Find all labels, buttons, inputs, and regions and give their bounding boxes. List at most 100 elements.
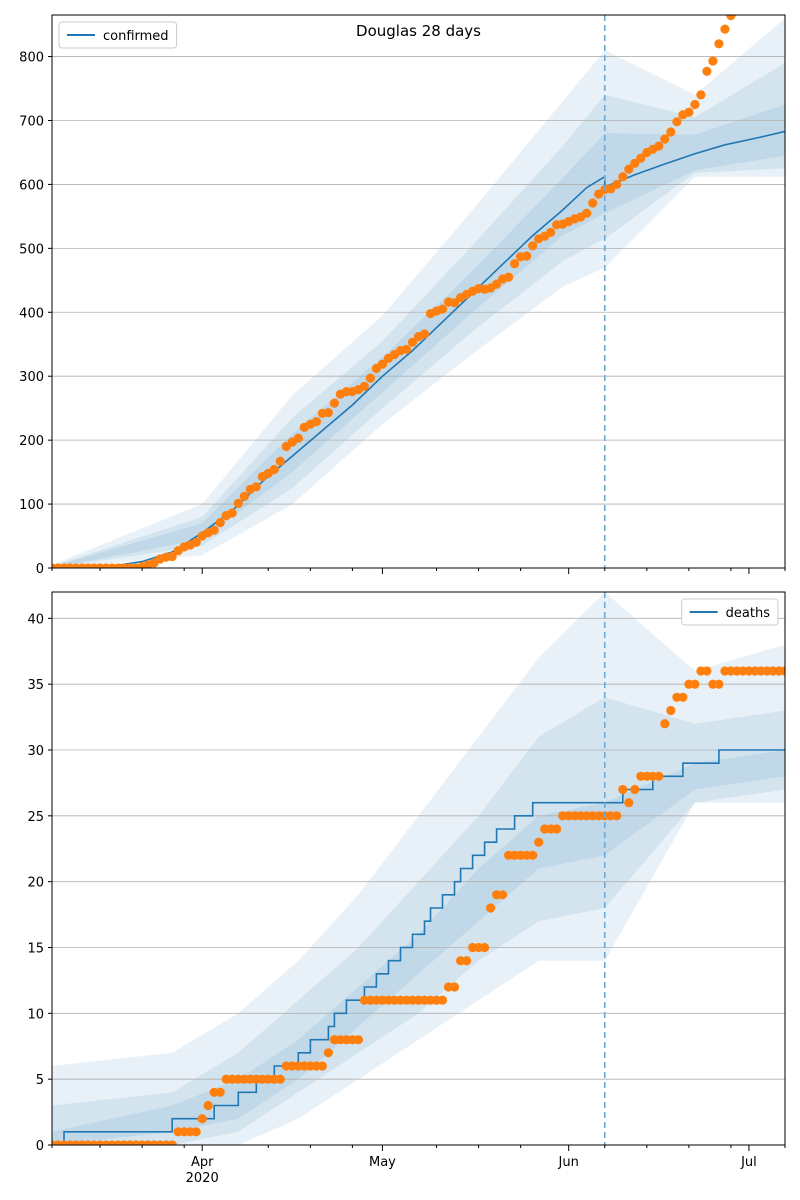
observed-point [660,719,670,729]
observed-point [323,408,333,418]
observed-point [377,359,388,369]
x-tick-label: Jun [558,1155,579,1170]
deaths-y-ticks: 0 5 10 15 20 25 30 35 40 [27,612,52,1154]
observed-point [209,525,219,535]
y-tick-label: 40 [27,612,44,627]
legend-label-confirmed: confirmed [103,29,169,44]
y-tick-label: 0 [36,562,44,577]
y-tick-label: 200 [19,434,44,449]
legend-box [681,598,779,626]
y-tick-label: 0 [36,1139,44,1154]
uncertainty-band-1 [52,592,785,1145]
y-tick-label: 500 [19,242,44,257]
observed-point [618,784,628,795]
observed-point [437,995,448,1005]
observed-point [534,837,544,847]
observed-point [203,1100,213,1111]
y-tick-label: 10 [27,1007,44,1022]
deaths-axes-frame [51,591,786,1146]
observed-point [359,381,369,391]
observed-point [624,164,634,174]
observed-point [275,1074,285,1084]
observed-point [690,679,700,689]
y-tick-label: 700 [19,114,44,129]
observed-point [323,1048,333,1058]
observed-point [690,99,700,110]
observed-point [636,153,646,163]
confirmed-legend: confirmed [58,21,178,49]
confirmed-observed-points [52,15,736,568]
uncertainty-band-2 [52,697,785,1145]
y-tick-label: 30 [27,744,44,759]
observed-point [293,433,303,443]
observed-point [666,127,676,137]
observed-point [702,66,712,76]
observed-point [215,518,225,528]
observed-point [714,679,724,689]
observed-point [684,107,694,117]
observed-point [197,1114,207,1124]
observed-point [233,498,243,508]
observed-point [449,298,460,308]
observed-point [612,811,622,821]
deaths-observed-points [52,666,785,1145]
observed-point [780,666,785,676]
observed-point [654,141,664,151]
y-tick-label: 300 [19,370,44,385]
observed-point [660,134,670,144]
y-tick-label: 600 [19,178,44,193]
observed-point [672,117,682,127]
deaths-legend: deaths [681,598,779,626]
observed-point [407,337,418,347]
x-tick-label: Jul [740,1155,757,1170]
observed-point [275,456,285,466]
observed-point [449,982,460,992]
y-tick-label: 800 [19,51,44,66]
observed-point [486,903,496,913]
observed-point [353,1035,363,1045]
observed-point [630,158,640,168]
y-tick-label: 5 [36,1073,44,1088]
deaths-gridlines [52,617,785,1080]
legend-box [58,21,178,49]
observed-point [167,551,177,562]
legend-label-deaths: deaths [726,606,771,621]
y-tick-label: 35 [27,678,44,693]
observed-point [528,241,538,251]
observed-point [504,272,514,282]
observed-point [437,304,448,314]
observed-point [678,692,688,702]
observed-point [696,90,706,100]
observed-point [191,537,201,548]
observed-point [419,329,430,339]
observed-point [582,208,592,218]
y-tick-label: 15 [27,942,44,957]
observed-point [552,824,562,834]
confirmed-gridlines [52,56,785,505]
observed-point [167,1140,177,1145]
observed-point [509,259,520,269]
observed-point [227,508,237,518]
observed-point [401,344,412,354]
observed-point [329,398,339,408]
observed-point [528,850,538,860]
observed-point [618,172,628,182]
observed-point [630,784,640,795]
observed-point [191,1127,201,1137]
uncertainty-band-1 [52,18,785,568]
observed-point [317,1061,327,1071]
observed-point [269,464,279,475]
observed-point [654,771,664,781]
x-tick-label: May [369,1155,396,1170]
observed-point [720,24,730,34]
observed-point [462,956,472,966]
observed-point [215,1087,225,1097]
observed-point [251,482,261,492]
observed-point [546,227,556,237]
observed-point [624,798,634,808]
observed-point [498,890,508,900]
observed-point [714,39,724,49]
observed-point [311,417,321,427]
observed-point [666,705,676,716]
y-tick-label: 20 [27,876,44,891]
